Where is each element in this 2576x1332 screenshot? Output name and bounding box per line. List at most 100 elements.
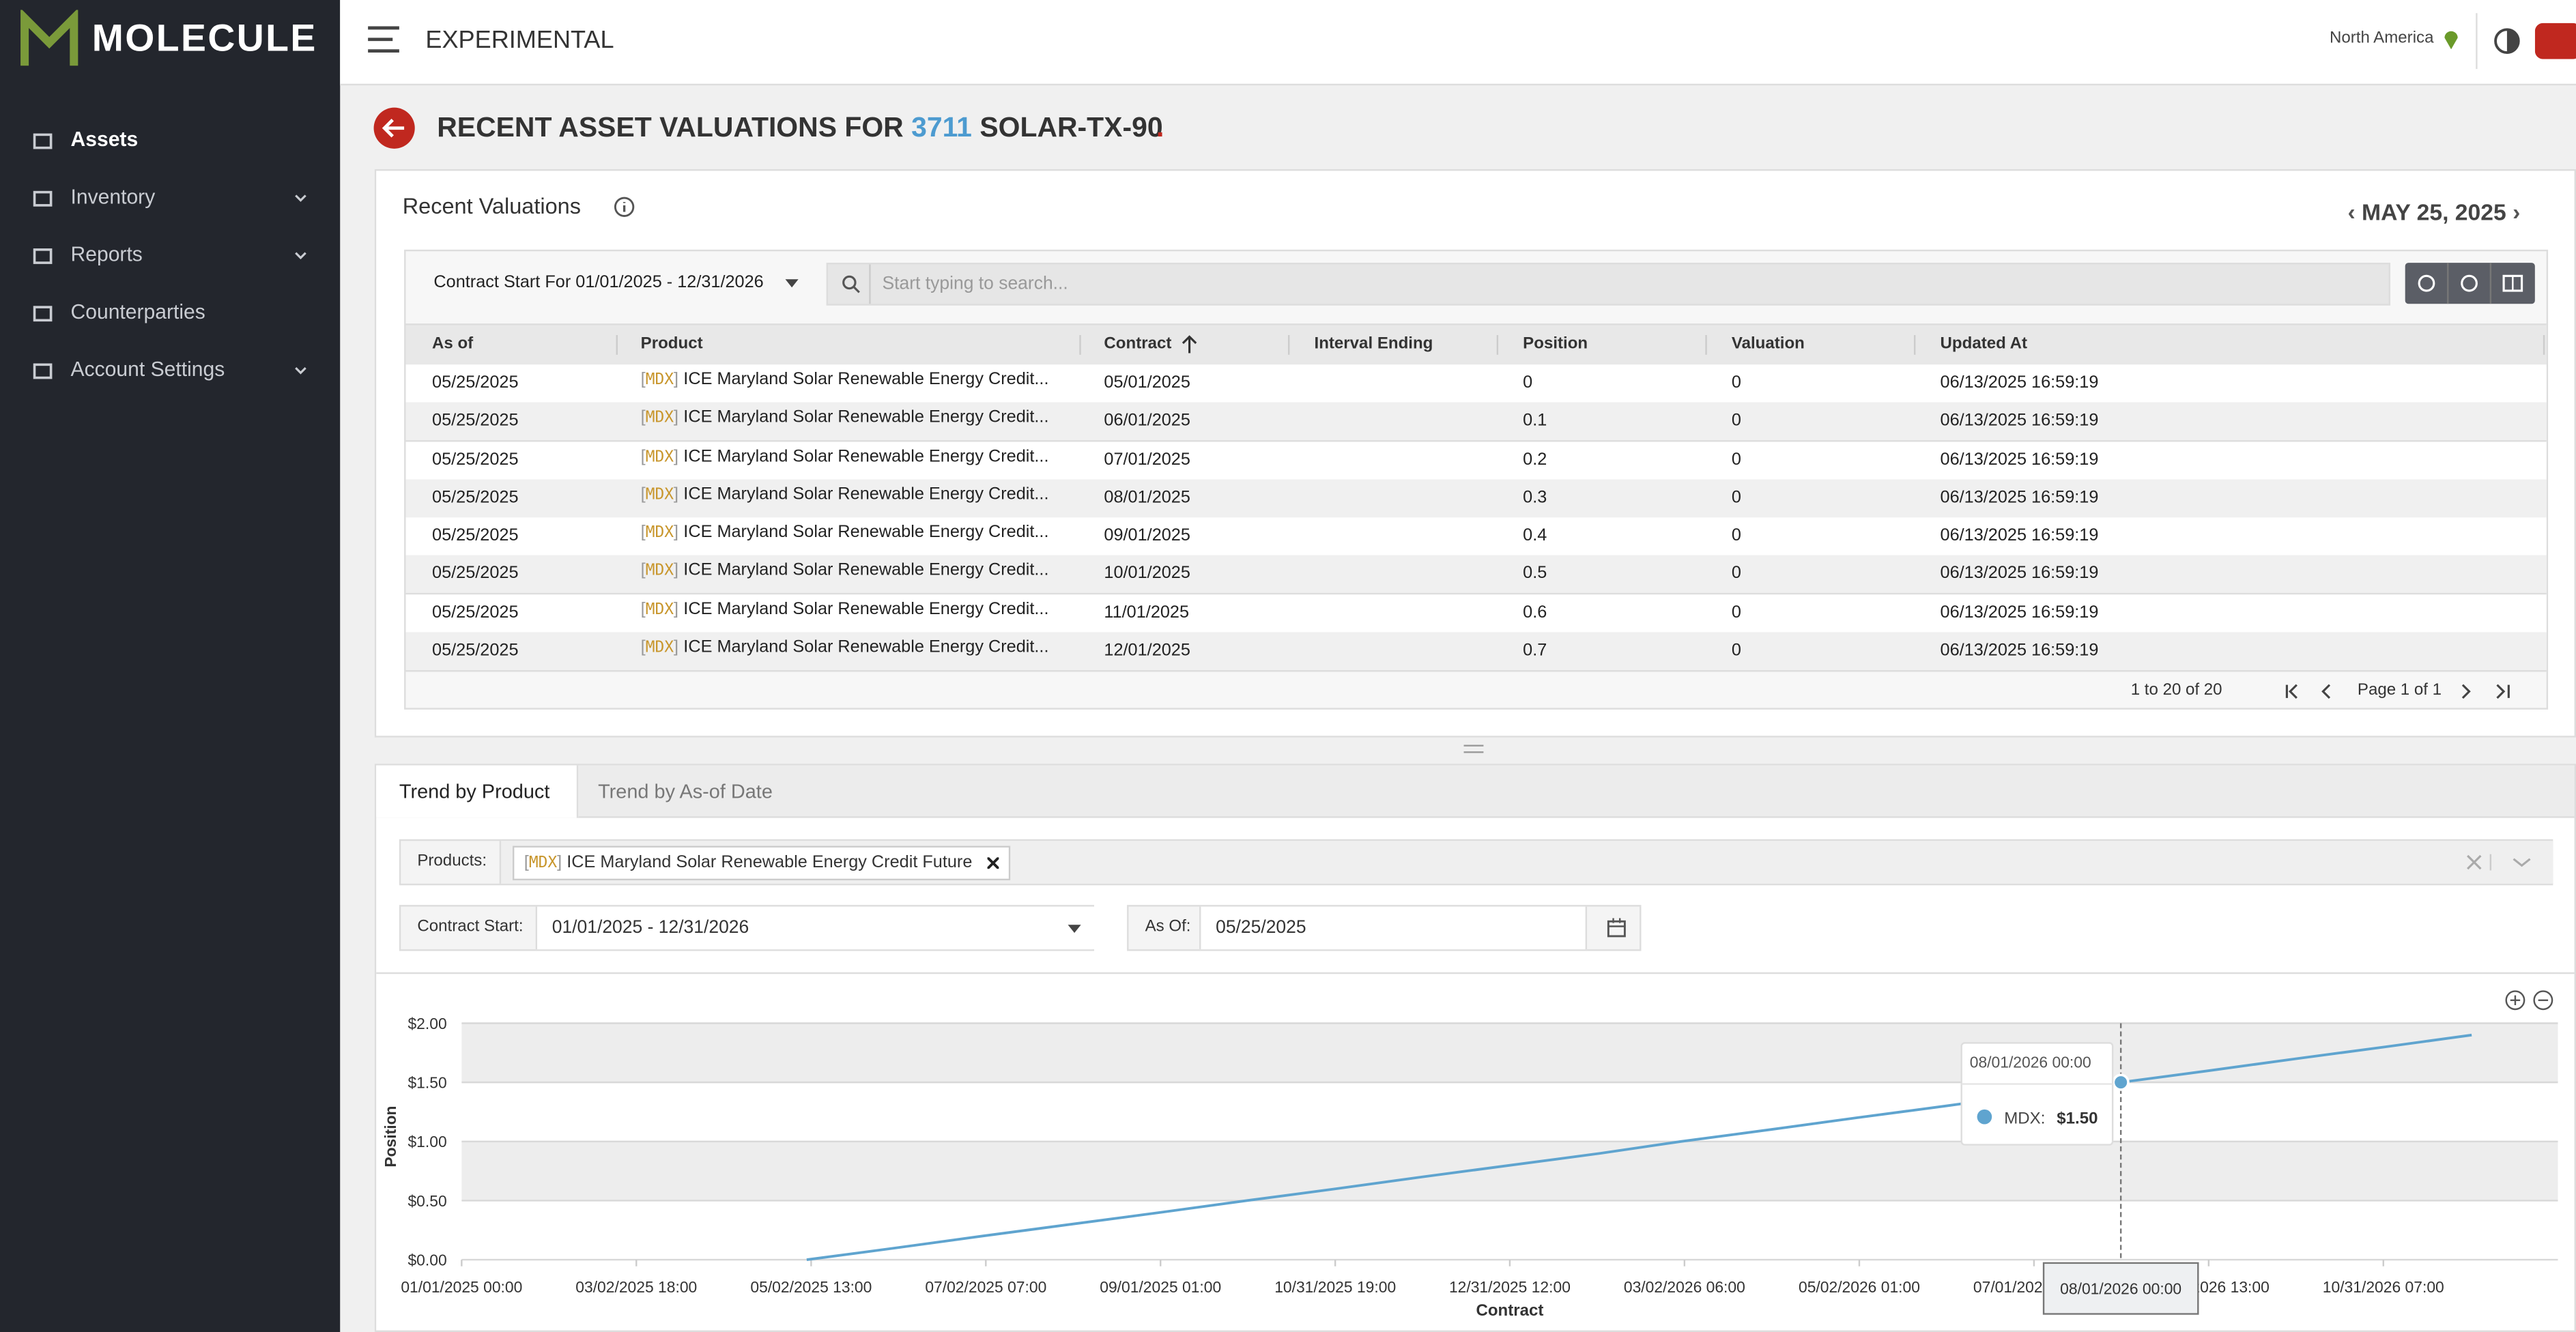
filter-select[interactable]: Contract Start For 01/01/2025 - 12/31/20… [433,272,764,293]
divider [376,972,2575,974]
column-header[interactable]: As of [432,335,474,353]
caret [1068,925,1081,933]
cell: 0 [1523,373,1533,393]
cell: 0 [1731,525,1741,546]
as-of-label: As Of: [1145,918,1191,936]
tooltip-value: $1.50 [2057,1109,2098,1127]
date-nav: ‹ MAY 25, 2025 › [2347,199,2520,225]
nav-item[interactable]: Inventory [70,185,156,209]
contract-start-select[interactable]: 01/01/2025 - 12/31/2026 [535,906,1094,950]
region[interactable]: North America [2329,29,2434,48]
y-tick-label: $1.50 [407,1074,446,1092]
x-tick-label: 05/02/2025 13:00 [750,1278,872,1296]
cell: 05/25/2025 [432,411,519,431]
column-header[interactable]: Interval Ending [1314,335,1433,353]
tool-icons[interactable] [2405,263,2535,304]
chip-remove[interactable] [987,857,999,869]
nav-item[interactable]: Assets [70,128,139,151]
column-border [1705,335,1707,355]
cell: 05/01/2025 [1104,373,1190,393]
cell: 0.3 [1523,487,1547,508]
bracket: [ [640,446,646,466]
product-name: ICE Maryland Solar Renewable Energy Cred… [683,369,1049,390]
title-end: . [1156,111,1164,143]
table-header: As of Product Contract Interval Ending Posit… [405,323,2547,366]
column-header[interactable]: Product [640,335,703,353]
page-indicator: Page 1 of 1 [2357,681,2442,700]
cell: 0 [1731,411,1741,431]
sort-arrow [1182,335,1197,353]
as-of-input[interactable]: 05/25/2025 [1199,906,1588,950]
cell: 06/01/2025 [1104,411,1190,431]
cell: 06/13/2025 16:59:19 [1940,602,2099,622]
select-controls[interactable] [2466,854,2538,871]
bracket: [ [640,484,646,504]
cell: 07/01/2025 [1104,449,1190,469]
bracket: [ [524,852,529,873]
product-chip: [MDX] ICE Maryland Solar Renewable Energ… [512,845,1010,881]
cell: 06/13/2025 16:59:19 [1940,487,2099,508]
column-border [1288,335,1290,355]
arrow-shape [1182,335,1197,353]
zoom-controls[interactable] [2505,990,2553,1011]
tab[interactable]: Trend by As-of Date [598,780,773,803]
y-tick-label: $1.00 [407,1133,446,1150]
hover-point [2112,1073,2130,1091]
logo-icon [20,10,78,66]
nav-item[interactable]: Account Settings [70,358,225,381]
cell: 05/25/2025 [432,564,519,584]
column-header[interactable]: Position [1523,335,1588,353]
x-tick-label: 03/02/2025 18:00 [575,1278,697,1296]
nav-icon [33,190,53,207]
cell: 0.1 [1523,411,1547,431]
column-border [616,335,618,355]
table-row: 05/25/2025 [MDX] ICE Maryland Solar Renewa… [405,441,2547,481]
search-box[interactable]: Start typing to search... [826,263,2391,306]
title-text: RECENT ASSET VALUATIONS FOR [437,111,904,143]
asset-name: SOLAR-TX-90 [979,111,1163,143]
product-code: MDX [645,562,674,581]
nav-chevron [295,367,306,375]
cell: 0.5 [1523,564,1547,584]
grid-band [461,1141,2558,1201]
product-code: MDX [645,638,674,657]
back-button[interactable] [373,106,416,149]
tab[interactable]: Trend by Product [399,780,550,803]
user-avatar[interactable] [2534,23,2576,59]
bracket: ] [674,637,679,657]
product-cell: [MDX] ICE Maryland Solar Renewable Energy… [641,590,1049,628]
info-icon[interactable] [613,195,636,218]
page-buttons[interactable] [2282,682,2512,701]
column-header[interactable]: Valuation [1731,335,1805,353]
nav-item[interactable]: Reports [70,243,143,266]
calendar-button[interactable] [1607,918,1627,938]
tooltip-series: MDX: [2004,1109,2045,1127]
asset-id[interactable]: 3711 [911,111,972,143]
product-cell: [MDX] ICE Maryland Solar Renewable Energy… [641,476,1049,513]
cell: 0.2 [1523,449,1547,469]
column-header[interactable]: Updated At [1940,335,2028,353]
tab-bar [376,765,2575,818]
active-tab[interactable] [376,765,579,818]
theme-toggle[interactable] [2492,27,2521,56]
icon-shape [33,133,53,149]
resize-handle[interactable] [1462,744,1485,753]
row-range: 1 to 20 of 20 [2130,681,2222,700]
next-date[interactable]: › [2513,199,2521,225]
prev-date[interactable]: ‹ [2347,199,2356,225]
cell: 05/25/2025 [432,602,519,622]
product-name: ICE Maryland Solar Renewable Energy Cred… [683,446,1049,466]
cell: 06/13/2025 16:59:19 [1940,449,2099,469]
nav-item[interactable]: Counterparties [70,300,205,324]
cell: 05/25/2025 [432,487,519,508]
product-name: ICE Maryland Solar Renewable Energy Cred… [683,522,1049,542]
x-tick-label: 12/31/2025 12:00 [1449,1278,1571,1296]
column-header[interactable]: Contract [1104,335,1172,353]
x-tick-label: 05/02/2026 01:00 [1799,1278,1920,1296]
menu-button[interactable] [367,25,403,54]
bracket: ] [557,852,562,873]
product-code: MDX [645,600,674,619]
nav-chevron [295,194,306,202]
cell: 0 [1731,640,1741,660]
